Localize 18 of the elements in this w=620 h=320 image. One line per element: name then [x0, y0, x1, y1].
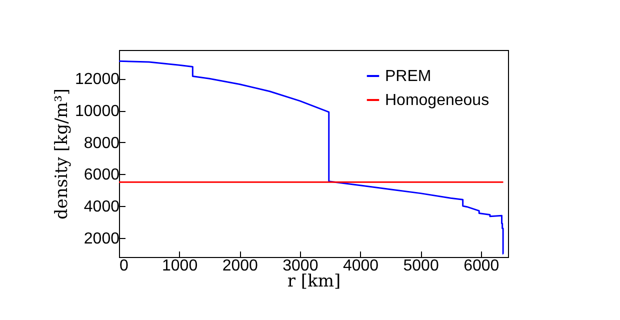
- legend-label: Homogeneous: [385, 92, 490, 109]
- y-axis-title: density [kg/m³]: [52, 88, 72, 220]
- y-tick-label: 6000: [84, 166, 120, 184]
- line-series: [118, 60, 504, 255]
- x-tick-label: 2000: [222, 258, 258, 274]
- x-tick-label: 0: [120, 258, 128, 274]
- x-tick-label: 5000: [403, 258, 439, 274]
- legend-label: PREM: [385, 68, 432, 85]
- y-tick-label: 8000: [84, 134, 120, 152]
- x-tick-label: 6000: [464, 258, 500, 274]
- x-tick-label: 4000: [342, 258, 379, 274]
- x-tick-label: 1000: [162, 258, 198, 274]
- y-tick-label: 4000: [84, 198, 120, 216]
- x-axis-title: r [km]: [287, 272, 341, 292]
- x-tick-label: 3000: [282, 258, 318, 274]
- y-tick-label: 2000: [84, 230, 120, 248]
- y-tick-label: 10000: [75, 103, 120, 120]
- y-tick-label: 12000: [75, 71, 120, 88]
